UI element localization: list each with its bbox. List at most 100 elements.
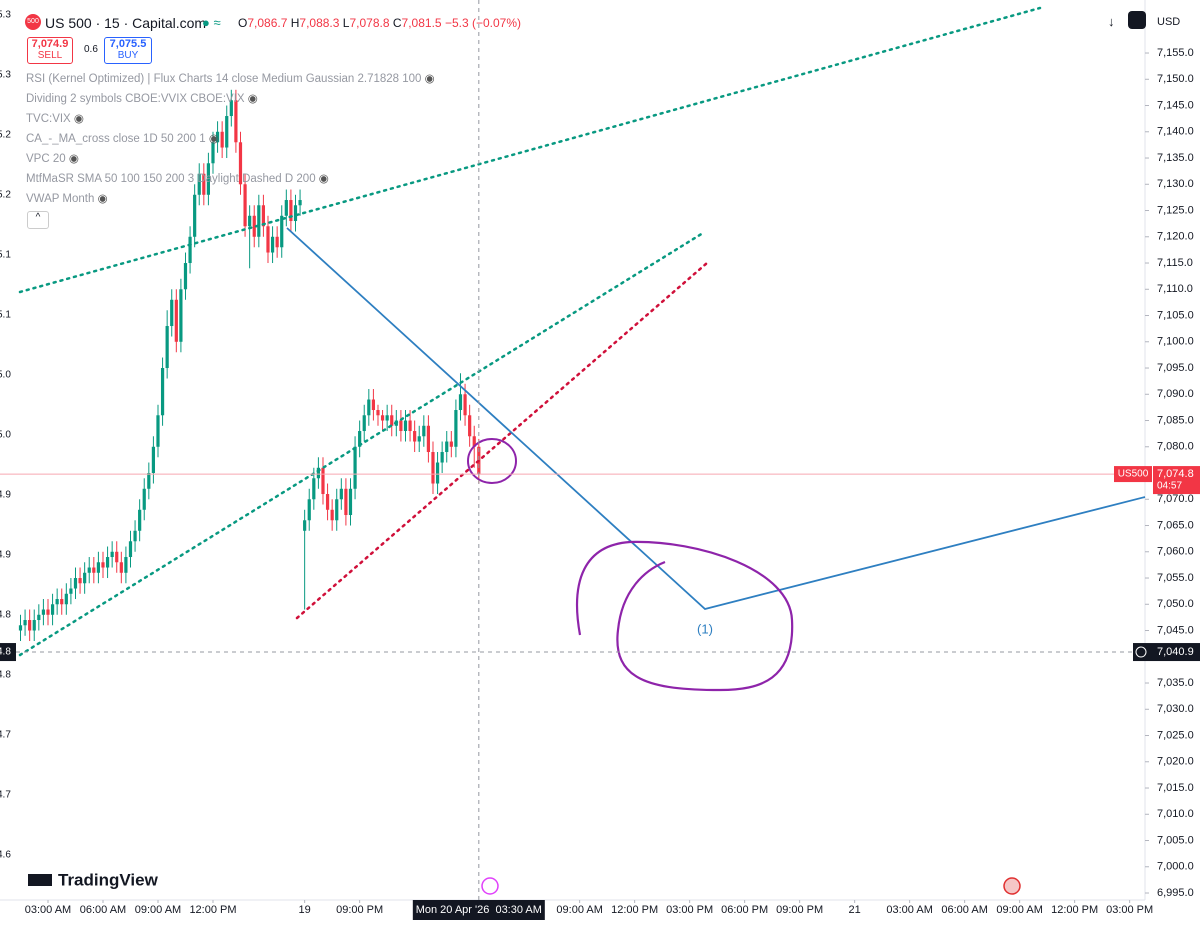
projection-line (286, 227, 1146, 610)
currency[interactable]: USD (1157, 16, 1181, 28)
y-tick-label: 7,045.0 (1157, 624, 1194, 636)
eye-icon[interactable]: ◉ (205, 133, 219, 145)
eye-icon[interactable]: ◉ (94, 193, 108, 205)
sell-button[interactable]: 7,074.9 SELL (27, 37, 73, 64)
eye-icon[interactable]: ◉ (421, 73, 435, 85)
eye-icon[interactable]: ◉ (315, 173, 329, 185)
left-axis-label: 4.7 (0, 790, 11, 801)
layout-button[interactable] (1128, 11, 1146, 29)
candle-body (128, 541, 133, 558)
candle-body (417, 436, 421, 442)
label: L (342, 16, 350, 30)
change: −5.3 (−0.07%) (444, 16, 521, 30)
y-tick-label: 7,155.0 (1157, 47, 1194, 59)
price-tag (1153, 466, 1200, 495)
y-tick-label: 7,100.0 (1157, 336, 1194, 348)
candle-body (234, 100, 238, 143)
candle-body (115, 551, 119, 563)
candle-body (183, 263, 188, 290)
candle-body (110, 551, 114, 558)
candle-body (390, 415, 394, 426)
indicator[interactable]: TVC:VIX ◉ (26, 113, 84, 125)
eye-icon[interactable]: ◉ (65, 153, 79, 165)
candle-body (445, 441, 449, 453)
candle-body (454, 410, 458, 447)
download-button[interactable]: ↓ (1108, 14, 1115, 29)
indicator[interactable]: CA_-_MA_cross close 1D 50 200 1 ◉ (26, 133, 219, 145)
candle-body (193, 194, 197, 237)
y-tick-label: 6,995.0 (1157, 887, 1194, 899)
price: 7,075.5 (109, 38, 147, 50)
y-tick-label: 7,110.0 (1157, 283, 1193, 295)
trend-line (295, 261, 709, 620)
x-tick-label: 09:00 AM (135, 904, 181, 916)
y-tick-label: 7,070.0 (1157, 493, 1194, 505)
y-tick-label: 7,005.0 (1157, 834, 1194, 846)
drawings (18, 6, 1146, 692)
candle-body (408, 420, 412, 432)
candle-body (413, 431, 417, 442)
candle-body (335, 499, 339, 521)
eye-icon[interactable]: ◉ (70, 113, 84, 125)
candle-body (399, 420, 403, 432)
candle-body (69, 588, 73, 594)
left-axis-label: 5.1 (0, 250, 11, 261)
candle-body (101, 562, 105, 568)
trend-line (18, 6, 1042, 294)
candle-body (431, 452, 435, 484)
y-tick-label: 7,030.0 (1157, 703, 1194, 715)
candle-body (92, 567, 96, 573)
countdown: 04:57 (1157, 481, 1182, 492)
candle-body (41, 609, 46, 615)
candle-body (449, 441, 453, 447)
candle-body (353, 446, 357, 489)
x-tick-label: 19 (299, 904, 311, 916)
indicator[interactable]: VWAP Month ◉ (26, 193, 108, 205)
x-tick-label: 09:00 PM (776, 904, 823, 916)
candle-body (28, 620, 32, 631)
candle-body (32, 620, 36, 631)
eye-icon[interactable]: ◉ (244, 93, 258, 105)
left-axis-label: 4.8 (0, 670, 11, 681)
y-tick-label: 7,000.0 (1157, 861, 1194, 873)
crosshair-x-label: Mon 20 Apr '26 03:30 AM (416, 904, 542, 916)
candle-body (261, 205, 266, 227)
candle-body (138, 509, 142, 531)
candle-body (330, 509, 334, 521)
candle-body (385, 415, 389, 421)
candle-body (151, 446, 156, 474)
brand-logo (28, 874, 52, 886)
indicator[interactable]: MtfMaSR SMA 50 100 150 200 3 Daylight Da… (26, 173, 329, 185)
candle-body (238, 142, 243, 185)
candle-body (18, 625, 23, 631)
candle-body (96, 562, 101, 573)
x-tick-label: 06:00 AM (80, 904, 126, 916)
candle-body (422, 425, 426, 437)
label: SELL (37, 50, 63, 61)
candle-body (325, 494, 330, 510)
buy-button[interactable]: 7,075.5 BUY (104, 37, 152, 64)
indicator[interactable]: Dividing 2 symbols CBOE:VVIX CBOE:VIX ◉ (26, 93, 258, 105)
indicator[interactable]: VPC 20 ◉ (26, 153, 79, 165)
candle-body (298, 200, 302, 206)
candle-body (197, 173, 201, 195)
collapse-button[interactable]: ^ (27, 211, 49, 229)
symbol-tag-text: US500 (1118, 469, 1149, 480)
symbol: US 500 · 15 · Capital.com (45, 15, 207, 31)
price-tag-text: 7,074.8 (1157, 468, 1194, 480)
candle-body (380, 415, 385, 421)
candle-body (243, 184, 247, 227)
candle-body (119, 562, 123, 573)
crosshair-left-label: 4.8 (0, 647, 11, 658)
left-axis-label: 4.6 (0, 850, 11, 861)
candle-body (179, 289, 183, 342)
candles (18, 89, 481, 642)
indicator[interactable]: RSI (Kernel Optimized) | Flux Charts 14 … (26, 73, 435, 85)
y-tick-label: 7,135.0 (1157, 152, 1194, 164)
candle-body (307, 499, 311, 521)
x-tick-label: 09:00 AM (996, 904, 1042, 916)
candle-body (312, 478, 316, 500)
event-icon (1003, 877, 1021, 895)
y-tick-label: 7,090.0 (1157, 388, 1194, 400)
label: H (290, 16, 300, 30)
